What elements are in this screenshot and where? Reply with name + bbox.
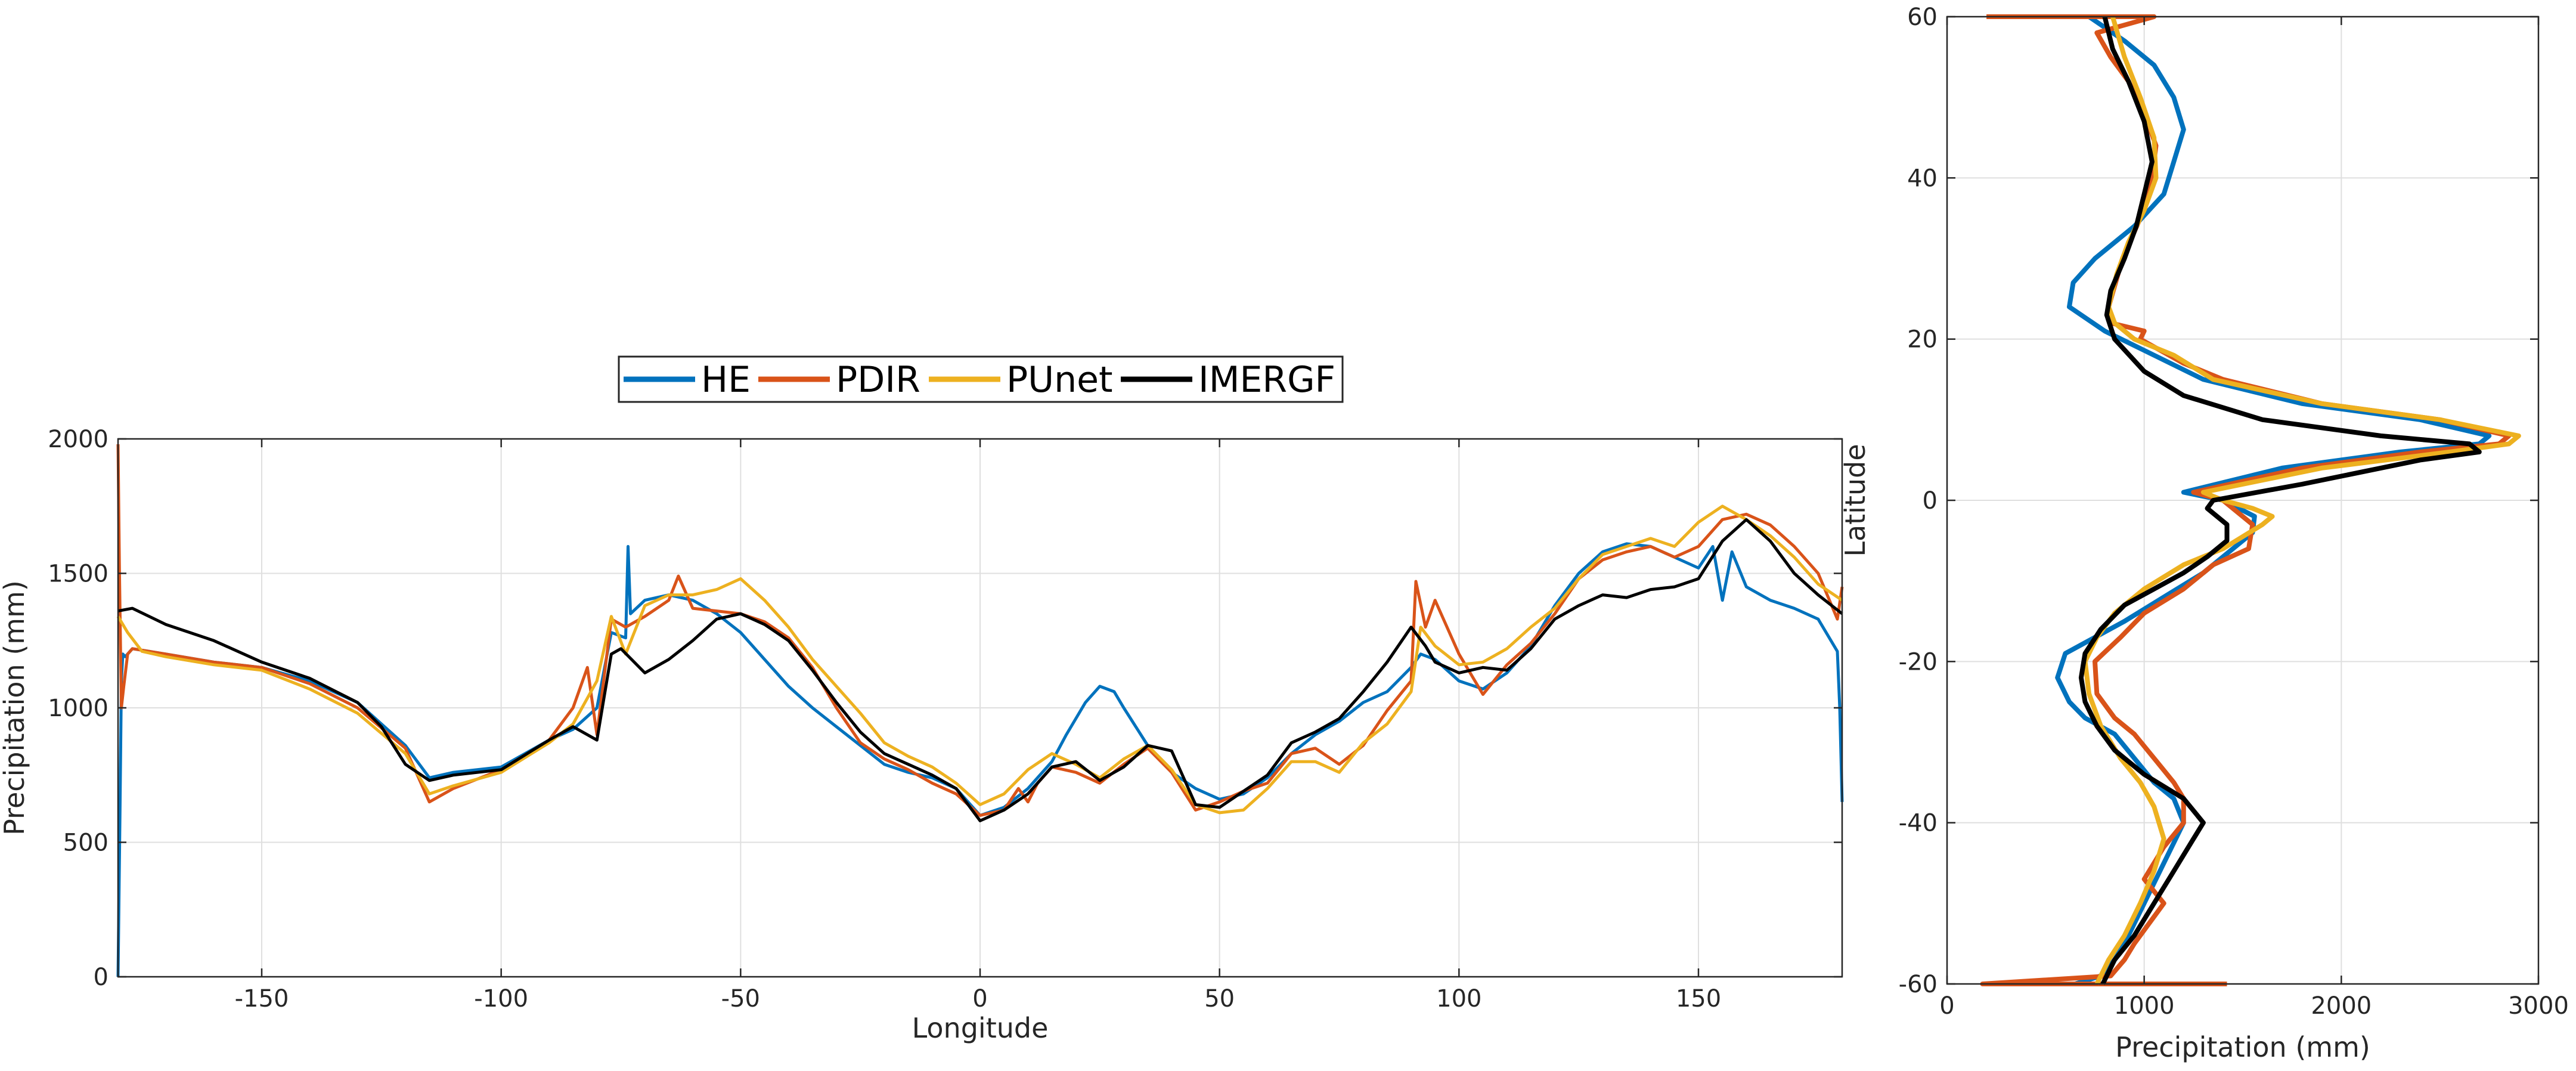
latitude-plot-y-tick-label: -20 bbox=[1899, 648, 1938, 676]
longitude-plot-series-punet bbox=[116, 504, 1843, 815]
latitude-plot-y-tick-label: 60 bbox=[1907, 4, 1938, 31]
longitude-plot-x-tick-label: 50 bbox=[1204, 985, 1235, 1013]
longitude-plot-x-tick-label: -100 bbox=[474, 985, 528, 1013]
latitude-x-axis-label: Precipitation (mm) bbox=[2115, 1031, 2370, 1063]
longitude-plot-y-tick-label: 1000 bbox=[48, 695, 109, 722]
longitude-plot-y-tick-label: 0 bbox=[94, 964, 109, 991]
legend-label-imergf: IMERGF bbox=[1198, 359, 1335, 401]
longitude-y-axis-label: Precipitation (mm) bbox=[0, 580, 30, 835]
longitude-plot-lines bbox=[116, 444, 1844, 977]
legend-label-punet: PUnet bbox=[1006, 359, 1113, 401]
latitude-plot-ticks: 0 1000 2000 3000 -60 -40 -20 0 20 40 60 bbox=[1899, 4, 2569, 1020]
latitude-plot-x-tick-label: 2000 bbox=[2311, 992, 2372, 1020]
latitude-plot-lines bbox=[1980, 14, 2521, 986]
legend: HE PDIR PUnet IMERGF bbox=[618, 355, 1344, 403]
legend-label-pdir: PDIR bbox=[836, 359, 920, 401]
latitude-profile-plot: 0 1000 2000 3000 -60 -40 -20 0 20 40 60 Precipitat… bbox=[1839, 4, 2569, 1063]
latitude-plot-y-tick-label: -40 bbox=[1899, 810, 1938, 837]
latitude-plot-series-he bbox=[2055, 14, 2492, 986]
longitude-plot-x-tick-label: -50 bbox=[721, 985, 760, 1013]
latitude-plot-x-tick-label: 0 bbox=[1939, 992, 1954, 1020]
latitude-plot-y-tick-label: -60 bbox=[1899, 971, 1938, 998]
latitude-plot-series-imergf bbox=[2078, 16, 2482, 985]
latitude-plot-x-tick-label: 1000 bbox=[2114, 992, 2175, 1020]
longitude-plot-y-tick-label: 1500 bbox=[48, 561, 109, 588]
longitude-plot-x-tick-label: 150 bbox=[1676, 985, 1721, 1013]
latitude-plot-y-tick-label: 40 bbox=[1907, 165, 1938, 192]
longitude-plot-x-tick-label: 0 bbox=[972, 985, 987, 1013]
longitude-plot-y-tick-label: 500 bbox=[63, 829, 109, 857]
latitude-plot-y-tick-label: 0 bbox=[1923, 487, 1938, 515]
longitude-x-axis-label: Longitude bbox=[912, 1012, 1049, 1044]
longitude-plot-series-pdir bbox=[116, 444, 1844, 817]
legend-label-he: HE bbox=[701, 359, 751, 401]
latitude-plot-x-tick-label: 3000 bbox=[2508, 992, 2569, 1020]
latitude-y-axis-label: Latitude bbox=[1839, 444, 1871, 556]
longitude-plot-series-imergf bbox=[117, 518, 1843, 822]
latitude-plot-y-tick-label: 20 bbox=[1907, 326, 1938, 354]
longitude-plot-y-tick-label: 2000 bbox=[48, 426, 109, 453]
longitude-plot-series-he bbox=[116, 542, 1844, 977]
longitude-plot-x-tick-label: -150 bbox=[235, 985, 289, 1013]
longitude-plot-x-tick-label: 100 bbox=[1436, 985, 1481, 1013]
